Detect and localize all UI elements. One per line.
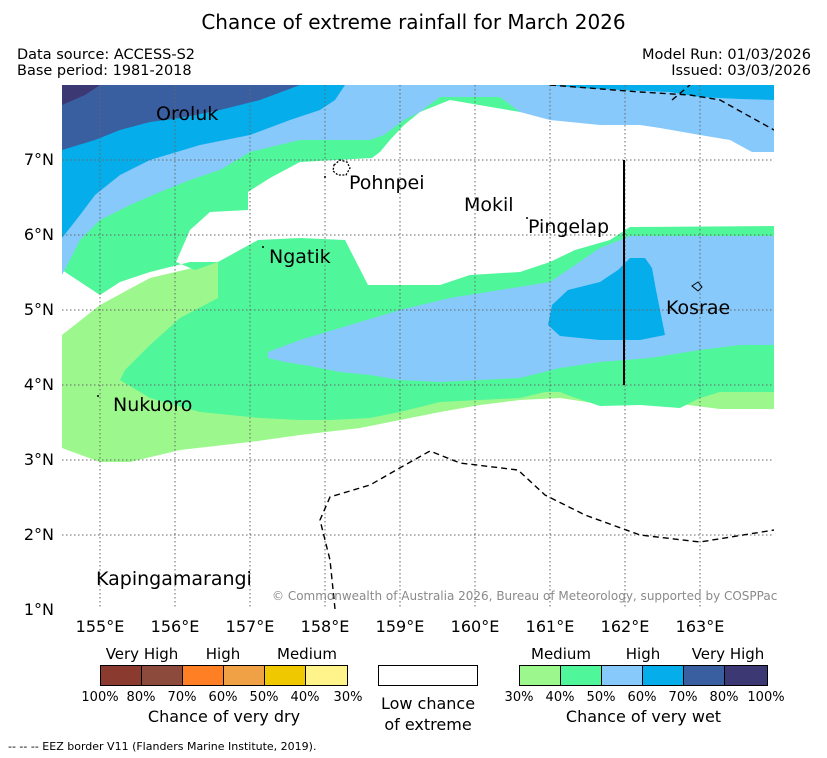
base-period: Base period: 1981-2018 [17,63,192,79]
dry-swatch-70-80 [141,665,183,686]
wet-legend-title: Chance of very wet [565,707,722,726]
dry-swatch-80-100 [100,665,142,686]
lon-label-161e: 161°E [525,617,575,636]
place-pingelap: Pingelap [528,216,610,238]
wet-swatch-30-40 [519,665,561,686]
pohnpei-atoll-dot [324,176,326,178]
dry-swatch-40-50 [264,665,306,686]
lon-label-157e: 157°E [225,617,275,636]
place-kapingamarangi: Kapingamarangi [96,568,252,590]
wet-pct-30: 30% [504,690,534,705]
dry-pct-80: 80% [126,690,156,705]
lon-label-162e: 162°E [600,617,650,636]
dry-cat-high: High [205,645,241,663]
low-chance-label: Low chance of extreme [368,693,488,735]
dry-pct-50: 50% [249,690,279,705]
ngatik-dot [262,246,264,248]
wet-pct-40: 40% [545,690,575,705]
dry-swatch-50-60 [223,665,265,686]
lon-label-155e: 155°E [75,617,125,636]
wet-pct-50: 50% [586,690,616,705]
wet-cat-very-high: Very High [691,645,765,663]
low-chance-line1: Low chance [380,694,476,713]
place-oroluk: Oroluk [156,103,219,125]
meta-left: Data source: ACCESS-S2 Base period: 1981… [17,47,195,79]
place-mokil: Mokil [464,194,514,216]
very-high-wet-80-band [62,85,100,105]
wet-cat-medium: Medium [531,645,591,663]
low-chance-line2: of extreme [384,715,472,734]
dry-pct-30: 30% [333,690,363,705]
place-pohnpei: Pohnpei [349,172,425,194]
wet-pct-70: 70% [668,690,698,705]
meta-right: Model Run: 01/03/2026 Issued: 03/03/2026 [642,47,811,79]
wet-pct-100: 100% [747,690,785,705]
lat-label-5n: 5°N [23,300,54,319]
lon-label-163e: 163°E [675,617,725,636]
lon-label-158e: 158°E [300,617,350,636]
wet-swatch-40-50 [560,665,602,686]
lat-label-2n: 2°N [23,525,54,544]
wet-swatch-60-70 [642,665,684,686]
place-ngatik: Ngatik [269,246,331,268]
lat-label-7n: 7°N [23,150,54,169]
wet-pct-60: 60% [627,690,657,705]
place-nukuoro: Nukuoro [113,394,193,416]
dry-pct-40: 40% [290,690,320,705]
lat-label-6n: 6°N [23,225,54,244]
dry-legend-title: Chance of very dry [147,707,301,726]
data-source: Data source: ACCESS-S2 [17,47,196,63]
pohnpei-island [332,159,351,176]
low-chance-swatch [378,665,478,686]
issued-date: Issued: 03/03/2026 [671,63,811,79]
dry-pct-60: 60% [208,690,238,705]
lat-label-1n: 1°N [23,600,54,619]
dry-pct-70: 70% [167,690,197,705]
dry-swatch-60-70 [182,665,224,686]
wet-swatch-80-100 [724,665,768,686]
dry-cat-medium: Medium [277,645,337,663]
dry-swatch-30-40 [305,665,348,686]
dry-cat-very-high: Very High [105,645,179,663]
wet-swatch-50-60 [601,665,643,686]
wet-cat-high: High [625,645,661,663]
lon-label-159e: 159°E [375,617,425,636]
lon-label-160e: 160°E [450,617,500,636]
place-kosrae: Kosrae [666,297,731,319]
chart-title: Chance of extreme rainfall for March 202… [201,10,626,34]
wet-swatch-70-80 [683,665,725,686]
lat-label-4n: 4°N [23,375,54,394]
pingelap-dot [526,217,528,219]
eez-border-note: -- -- -- EEZ border V11 (Flanders Marine… [8,740,317,753]
copyright-notice: © Commonwealth of Australia 2026, Bureau… [272,589,778,603]
dry-pct-100: 100% [81,690,119,705]
model-run: Model Run: 01/03/2026 [641,47,811,63]
wet-pct-80: 80% [709,690,739,705]
lat-label-3n: 3°N [23,450,54,469]
eez-borders [319,85,774,609]
gridlines [62,85,774,609]
probability-layers [62,85,774,609]
nukuoro-dot [97,395,99,397]
lon-label-156e: 156°E [150,617,200,636]
kosrae-island [691,281,703,292]
very-high-wet-70-band [62,85,300,150]
